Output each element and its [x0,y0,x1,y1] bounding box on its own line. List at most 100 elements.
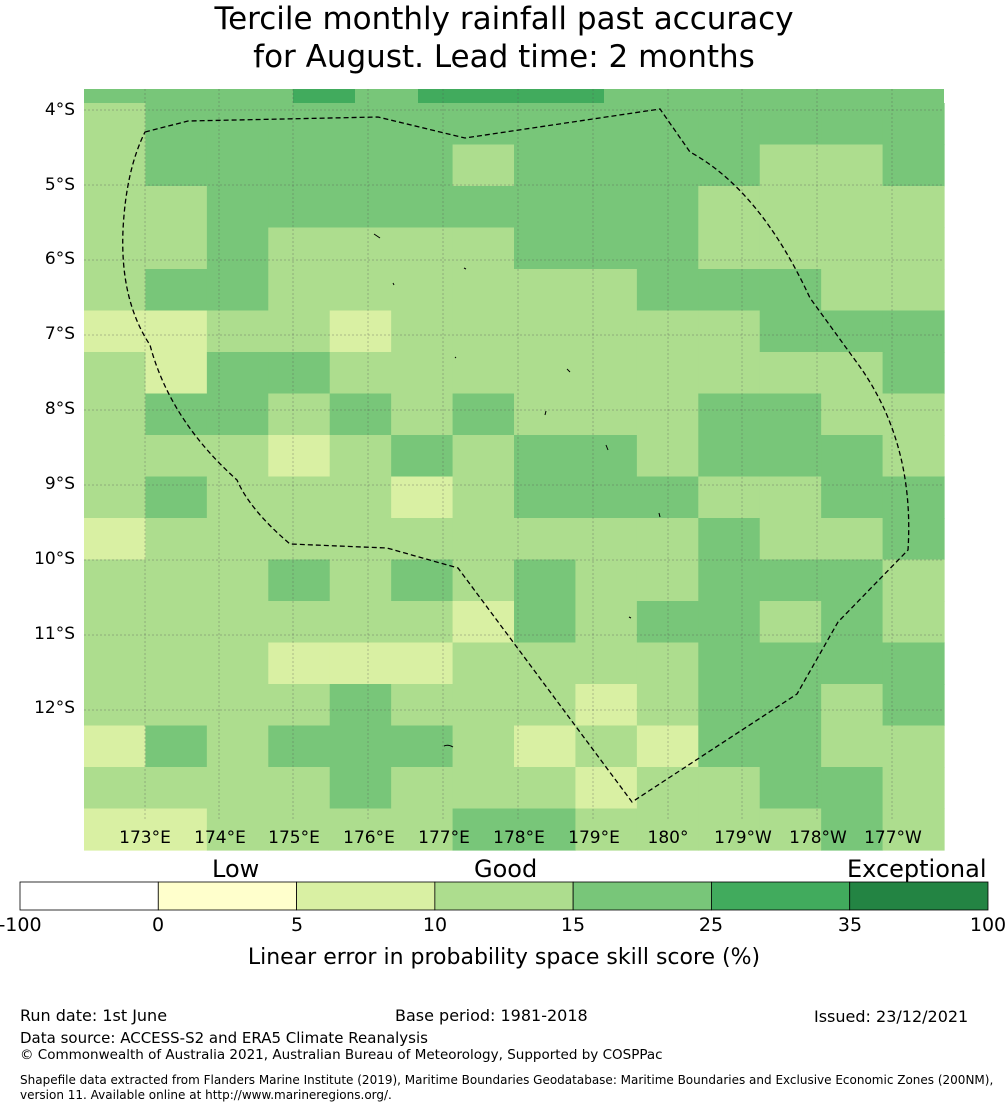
grid-cell [698,767,761,810]
grid-cell [514,310,577,353]
lat-label-4s: 4°S [44,100,75,120]
grid-cell [882,186,945,229]
grid-cell [452,642,515,685]
grid-cell [84,684,147,727]
grid-cell [391,559,454,602]
grid-cell [84,144,147,187]
grid-cell [882,518,945,561]
lon-label-177e: 177°E [418,828,470,848]
grid-cell [206,103,269,146]
lat-label-8s: 8°S [44,399,75,419]
grid-cell [575,352,638,395]
grid-cell [206,227,269,270]
grid-cell [759,808,822,851]
colorbar-segment [711,881,851,911]
grid-cell [268,559,331,602]
grid-cell [698,227,761,270]
colorbar-tick-100: 100 [969,914,1007,936]
grid-cell [636,808,699,851]
grid-cell [268,227,331,270]
grid-cell [882,435,945,478]
legend-category-low: Low [212,855,260,883]
grid-cell [514,518,577,561]
grid-cell-top [145,89,206,103]
lon-label-177w: 177°W [864,828,922,848]
grid-cell [452,393,515,436]
island-4 [454,356,457,359]
grid-cell [759,186,822,229]
grid-cell [268,684,331,727]
grid-cell [452,352,515,395]
grid-cell [821,767,884,810]
grid-cell [206,601,269,644]
grid-cell [206,393,269,436]
grid-cell [698,559,761,602]
grid-cell-top [293,89,355,103]
grid-cell [206,269,269,312]
grid-cell [268,269,331,312]
grid-cell [329,808,392,851]
grid-cell [329,103,392,146]
grid-cell [145,476,208,519]
grid-cell [329,725,392,768]
grid-cell [514,227,577,270]
lon-label-180: 180° [647,828,689,848]
grid-cell [452,310,515,353]
grid-cell [84,725,147,768]
lon-label-175e: 175°E [268,828,320,848]
colorbar-segment [572,881,712,911]
grid-cell [206,725,269,768]
grid-cell-top [418,89,479,103]
grid-cell-top [790,89,852,103]
lon-label-176e: 176°E [343,828,395,848]
grid-cell [759,144,822,187]
grid-cell [452,601,515,644]
grid-cell [268,642,331,685]
colorbar-label: Linear error in probability space skill … [247,945,761,970]
grid-cell [882,684,945,727]
grid-cell [84,186,147,229]
grid-cell [391,725,454,768]
colorbar-tick-5: 5 [290,914,304,936]
shapefile-credit-line-1: Shapefile data extracted from Flanders M… [20,1073,994,1087]
grid-cell [698,186,761,229]
grid-cell [452,186,515,229]
grid-cell [882,808,945,851]
grid-cell [329,601,392,644]
grid-cell [452,559,515,602]
grid-cell-top [355,89,418,103]
grid-cell [575,227,638,270]
grid-cell [145,559,208,602]
grid-cell [452,725,515,768]
grid-cell [452,269,515,312]
grid-cell [84,559,147,602]
lat-label-7s: 7°S [44,324,75,344]
grid-cell [268,725,331,768]
grid-cell [821,642,884,685]
data-source: Data source: ACCESS-S2 and ERA5 Climate … [20,1029,428,1047]
grid-cell [821,310,884,353]
grid-cell-top [268,89,293,103]
skill-grid-top-row [84,89,944,103]
grid-cell [268,393,331,436]
grid-cell [391,767,454,810]
grid-cell [268,310,331,353]
grid-cell [84,103,147,146]
lat-label-12s: 12°S [34,698,75,718]
grid-cell [882,767,945,810]
grid-cell [514,352,577,395]
shapefile-credit-line-2: version 11. Available online at http://w… [20,1088,392,1102]
grid-cell [268,186,331,229]
grid-cell-top [604,89,666,103]
issued-date: Issued: 23/12/2021 [814,1007,969,1026]
grid-cell [145,767,208,810]
grid-cell [821,186,884,229]
grid-cell [882,559,945,602]
grid-cell [759,767,822,810]
colorbar-segment [157,881,297,911]
legend-category-good: Good [474,855,538,883]
grid-cell [145,227,208,270]
grid-cell [391,435,454,478]
chart-title-line-1: Tercile monthly rainfall past accuracy [214,1,794,37]
grid-cell [882,642,945,685]
